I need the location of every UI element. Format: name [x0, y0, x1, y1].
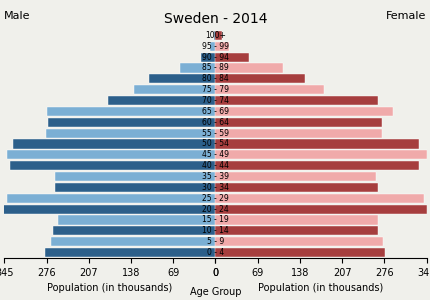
Text: 20 - 24: 20 - 24 — [202, 205, 228, 214]
X-axis label: Population (in thousands): Population (in thousands) — [47, 283, 172, 293]
Text: 50 - 54: 50 - 54 — [202, 140, 228, 148]
Bar — [7, 150, 215, 160]
Text: 5 - 9: 5 - 9 — [206, 237, 224, 246]
Bar — [13, 140, 215, 148]
Bar — [46, 128, 215, 138]
Bar — [215, 205, 426, 214]
Bar — [213, 31, 215, 40]
Text: 70 - 74: 70 - 74 — [202, 96, 228, 105]
Bar — [215, 248, 384, 257]
Bar — [215, 140, 418, 148]
Text: 30 - 34: 30 - 34 — [202, 183, 228, 192]
Bar — [54, 183, 215, 192]
Text: 15 - 19: 15 - 19 — [202, 215, 228, 224]
Text: Sweden - 2014: Sweden - 2014 — [163, 12, 267, 26]
Bar — [215, 74, 305, 83]
Bar — [215, 42, 228, 51]
Text: 60 - 64: 60 - 64 — [202, 118, 228, 127]
Text: 65 - 69: 65 - 69 — [202, 107, 228, 116]
Text: 10 - 14: 10 - 14 — [202, 226, 228, 236]
Text: 0 - 4: 0 - 4 — [206, 248, 224, 257]
Text: 95 - 99: 95 - 99 — [202, 42, 228, 51]
Bar — [108, 96, 215, 105]
Bar — [215, 52, 249, 62]
Bar — [51, 237, 215, 246]
Text: 45 - 49: 45 - 49 — [202, 150, 228, 159]
Text: 80 - 84: 80 - 84 — [202, 74, 228, 83]
Bar — [215, 63, 282, 73]
Bar — [58, 215, 215, 225]
Bar — [55, 172, 215, 181]
Bar — [215, 194, 423, 203]
Bar — [48, 118, 215, 127]
Bar — [7, 194, 215, 203]
Bar — [215, 31, 221, 40]
Bar — [215, 118, 381, 127]
X-axis label: Population (in thousands): Population (in thousands) — [258, 283, 383, 293]
Bar — [215, 237, 382, 246]
Text: Female: Female — [385, 11, 426, 21]
Text: 75 - 79: 75 - 79 — [202, 85, 228, 94]
Bar — [134, 85, 215, 94]
Bar — [209, 42, 215, 51]
Text: 85 - 89: 85 - 89 — [202, 64, 228, 73]
Bar — [45, 248, 215, 257]
Bar — [215, 128, 381, 138]
Bar — [10, 161, 215, 170]
Bar — [215, 150, 426, 160]
Bar — [215, 183, 377, 192]
Bar — [215, 226, 377, 236]
Text: 35 - 39: 35 - 39 — [202, 172, 228, 181]
Text: 90 - 94: 90 - 94 — [202, 52, 228, 62]
Bar — [215, 172, 376, 181]
Bar — [215, 96, 377, 105]
Text: Age Group: Age Group — [189, 287, 241, 297]
Bar — [47, 107, 215, 116]
Bar — [215, 107, 392, 116]
Bar — [3, 205, 215, 214]
Text: 25 - 29: 25 - 29 — [202, 194, 228, 203]
Text: 40 - 44: 40 - 44 — [202, 161, 228, 170]
Text: 100+: 100+ — [205, 31, 225, 40]
Text: Male: Male — [4, 11, 31, 21]
Bar — [180, 63, 215, 73]
Bar — [215, 215, 377, 225]
Bar — [201, 52, 215, 62]
Bar — [53, 226, 215, 236]
Bar — [149, 74, 215, 83]
Bar — [215, 161, 418, 170]
Bar — [215, 85, 324, 94]
Text: 55 - 59: 55 - 59 — [202, 129, 228, 138]
